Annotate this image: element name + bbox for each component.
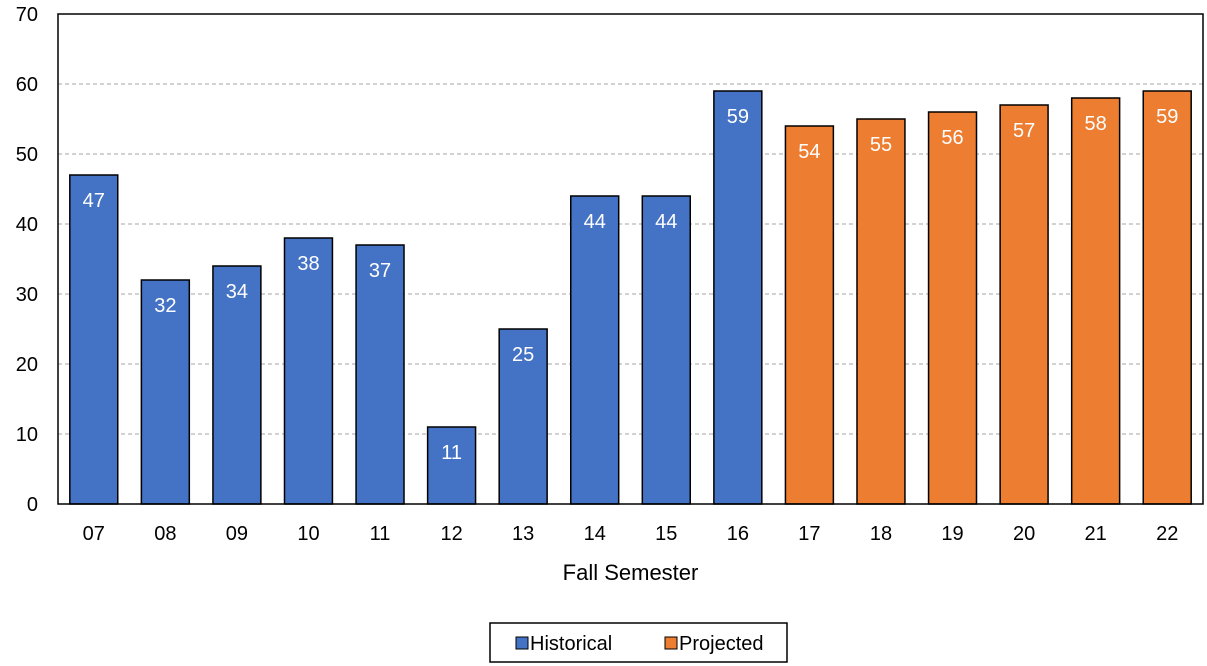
- data-label-11: 37: [369, 260, 391, 282]
- data-label-18: 55: [870, 134, 892, 156]
- y-tick-label: 60: [16, 74, 38, 96]
- bar-15: [641, 195, 692, 505]
- legend: Historical Projected: [489, 622, 788, 663]
- bar-17: [784, 125, 835, 505]
- y-tick-label: 50: [16, 144, 38, 166]
- x-tick-label-11: 11: [370, 523, 391, 545]
- bar-22: [1142, 90, 1192, 505]
- x-tick-label-15: 15: [655, 523, 677, 545]
- x-tick-label-22: 22: [1156, 523, 1178, 545]
- y-tick-label: 0: [27, 494, 38, 516]
- bar-13: [498, 328, 548, 505]
- bar-11: [355, 244, 405, 505]
- bar-09: [212, 265, 262, 505]
- bar-07: [69, 174, 119, 505]
- y-tick-label: 30: [16, 284, 38, 306]
- x-tick-label-18: 18: [870, 523, 892, 545]
- data-label-07: 47: [83, 190, 105, 212]
- x-tick-label-19: 19: [941, 523, 963, 545]
- bar-12: [426, 426, 477, 505]
- x-tick-label-17: 17: [798, 523, 820, 545]
- bar-16: [713, 90, 763, 505]
- bar-19: [927, 111, 978, 505]
- x-tick-label-10: 10: [297, 523, 319, 545]
- x-axis-title: Fall Semester: [563, 560, 699, 585]
- x-tick-label-07: 07: [83, 523, 105, 545]
- bar-10: [283, 237, 334, 505]
- legend-swatch-projected: [664, 636, 678, 650]
- x-tick-label-20: 20: [1013, 523, 1035, 545]
- y-axis: 0 10 20 30 40 50 60 70: [16, 4, 38, 516]
- x-tick-label-16: 16: [727, 523, 749, 545]
- data-label-15: 44: [655, 211, 677, 233]
- bars: [69, 90, 1192, 505]
- data-label-22: 59: [1156, 106, 1178, 128]
- data-label-17: 54: [798, 141, 820, 163]
- x-tick-label-12: 12: [440, 523, 462, 545]
- data-label-20: 57: [1013, 120, 1035, 142]
- legend-swatch-historical: [515, 636, 529, 650]
- bar-18: [856, 118, 906, 505]
- data-label-21: 58: [1085, 113, 1107, 135]
- data-label-08: 32: [154, 295, 176, 317]
- legend-box: [489, 622, 788, 663]
- y-tick-label: 40: [16, 214, 38, 236]
- x-tick-label-21: 21: [1085, 523, 1107, 545]
- data-label-19: 56: [941, 127, 963, 149]
- data-labels: 47 32 34 38 37 11 25 44 44 59 54 55 56 57 58 59: [83, 106, 1179, 464]
- data-label-14: 44: [584, 211, 606, 233]
- legend-label-historical: Historical: [530, 633, 612, 655]
- x-tick-label-14: 14: [584, 523, 606, 545]
- data-label-13: 25: [512, 344, 534, 366]
- bar-20: [999, 104, 1049, 505]
- bar-21: [1070, 97, 1121, 505]
- y-tick-label: 20: [16, 354, 38, 376]
- y-tick-label: 70: [16, 4, 38, 26]
- x-tick-label-09: 09: [226, 523, 248, 545]
- bar-14: [569, 195, 620, 505]
- x-tick-label-13: 13: [512, 523, 534, 545]
- data-label-16: 59: [727, 106, 749, 128]
- legend-label-projected: Projected: [679, 633, 764, 655]
- x-tick-label-08: 08: [154, 523, 176, 545]
- x-axis: 07 08 09 10 11 12 13 14 15 16 17 18 19 20 21 22: [83, 523, 1179, 545]
- data-label-12: 11: [441, 442, 462, 464]
- plot-frame: [57, 13, 1204, 505]
- y-tick-label: 10: [16, 424, 38, 446]
- data-label-10: 38: [297, 253, 319, 275]
- data-label-09: 34: [226, 281, 248, 303]
